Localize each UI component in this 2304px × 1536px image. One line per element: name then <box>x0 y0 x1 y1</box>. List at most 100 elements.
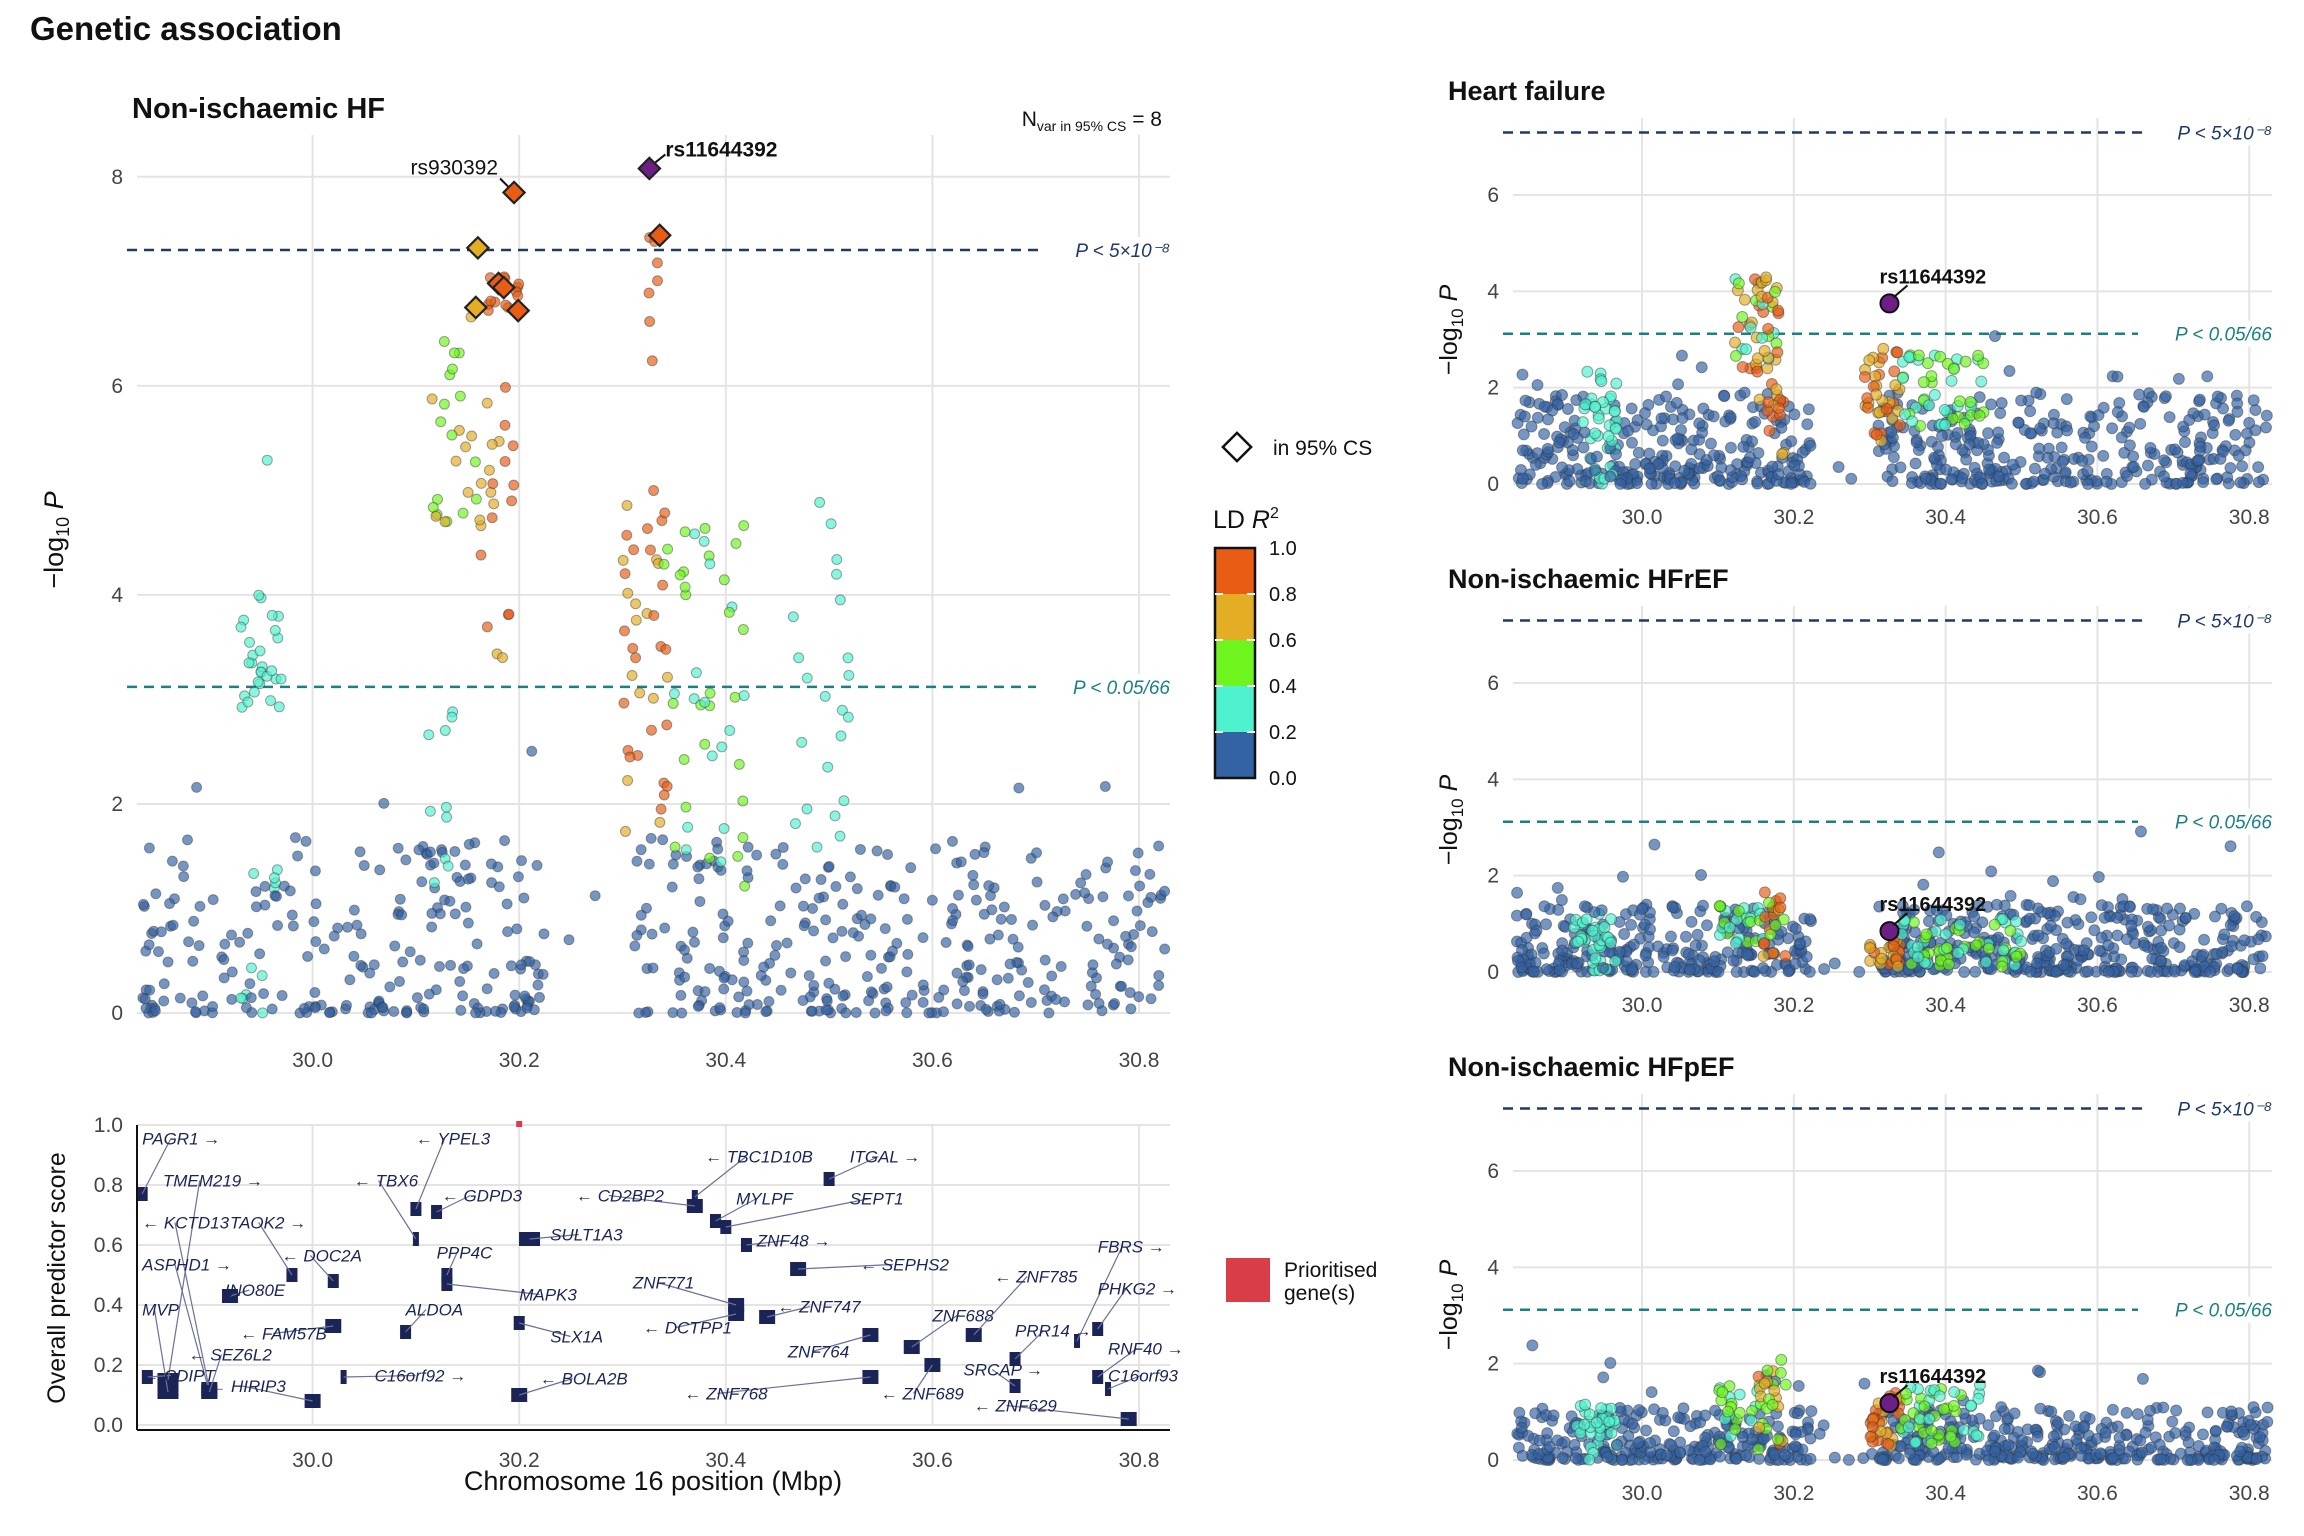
main-variant-point <box>951 967 963 979</box>
main-variant-point <box>531 859 543 871</box>
hf-variant-point <box>2231 405 2244 418</box>
hfpef-variant-point <box>1605 1426 1618 1439</box>
hf-variant-point <box>1556 461 1569 474</box>
hf-variant-point <box>1567 428 1580 441</box>
main-variant-point <box>424 805 436 817</box>
main-variant-point <box>630 598 642 610</box>
hf-variant-point <box>2047 417 2060 430</box>
hf-variant-point <box>2210 473 2223 486</box>
hf-variant-point <box>1578 426 1591 439</box>
main-variant-point <box>646 355 658 367</box>
hfref-variant-point <box>1804 913 1817 926</box>
hf-variant-point <box>2034 422 2047 435</box>
main-variant-point <box>837 898 849 910</box>
main-variant-point <box>446 429 458 441</box>
hf-variant-point <box>2208 419 2221 432</box>
hf-variant-point <box>1785 477 1798 490</box>
gene-leader-line <box>241 1385 313 1402</box>
main-variant-point <box>268 872 280 884</box>
hfpef-variant-point <box>1944 1430 1957 1443</box>
gene-leader-line <box>174 1264 210 1393</box>
main-variant-point <box>923 1007 935 1019</box>
main-variant-point <box>738 976 750 988</box>
hfref-variant-point <box>2188 965 2201 978</box>
main-variant-point <box>235 992 247 1004</box>
main-variant-point <box>342 921 354 933</box>
main-variant-point <box>644 315 656 327</box>
hf-threshold-label-bg <box>2146 119 2272 146</box>
main-variant-point <box>506 495 518 507</box>
hfpef-variant-point <box>1664 1438 1677 1451</box>
main-variant-point <box>937 1006 949 1018</box>
hfref-y-axis-title: −log10 P <box>1435 774 1467 865</box>
main-variant-point <box>256 970 268 982</box>
hfpef-variant-point <box>1645 1386 1658 1399</box>
main-variant-point <box>718 972 730 984</box>
hf-variant-point <box>1982 427 1995 440</box>
main-variant-point <box>819 690 831 702</box>
hfref-variant-point <box>1625 918 1638 931</box>
main-variant-point <box>252 676 264 688</box>
main-secondary-leader <box>499 177 509 188</box>
main-variant-point <box>631 855 643 867</box>
gene-label: ASPHD1 → <box>141 1256 232 1275</box>
hf-variant-point <box>1940 463 1953 476</box>
hfpef-variant-point <box>1583 1453 1596 1466</box>
hf-variant-point <box>2229 428 2242 441</box>
main-variant-point <box>765 915 777 927</box>
main-variant-point <box>882 848 894 860</box>
hfref-variant-point <box>2168 965 2181 978</box>
hf-y-tick-label: 4 <box>1487 280 1499 303</box>
hfref-variant-point <box>2085 911 2098 924</box>
hfref-variant-point <box>2047 875 2060 888</box>
gene-leader-line <box>657 1281 737 1306</box>
main-variant-point <box>1099 781 1111 793</box>
hfref-variant-point <box>1917 878 1930 891</box>
main-threshold-label-bg <box>1044 236 1170 263</box>
hf-variant-point <box>1736 311 1749 324</box>
hfref-threshold-label: P < 0.05/66 <box>2175 813 2272 834</box>
main-variant-point <box>466 430 478 442</box>
hfref-variant-point <box>1609 955 1622 968</box>
main-variant-point <box>273 701 285 713</box>
hf-variant-point <box>1802 403 1815 416</box>
hfpef-variant-point <box>1778 1449 1791 1462</box>
hfref-variant-point <box>2092 871 2105 884</box>
hfref-variant-point <box>1818 962 1831 975</box>
hf-variant-point <box>1614 477 1627 490</box>
hf-variant-point <box>1776 448 1789 461</box>
hf-variant-point <box>2081 465 2094 478</box>
gene-leader-line <box>715 1197 757 1222</box>
main-variant-point <box>688 693 700 705</box>
hfpef-variant-point <box>1656 1406 1669 1419</box>
credible-set-variant <box>491 275 516 300</box>
hf-variant-point <box>1740 343 1753 356</box>
hf-variant-point <box>1516 472 1529 485</box>
gene-leader-line <box>529 1233 579 1240</box>
main-variant-point <box>831 553 843 565</box>
main-variant-point <box>1039 899 1051 911</box>
hfpef-variant-point <box>1805 1405 1818 1418</box>
hfpef-variant-point <box>2234 1445 2247 1458</box>
hf-variant-point <box>1625 436 1638 449</box>
main-variant-point <box>699 986 711 998</box>
main-variant-point <box>641 523 653 535</box>
main-variant-point <box>250 886 262 898</box>
main-variant-point <box>1006 913 1018 925</box>
hfref-variant-point <box>1794 937 1807 950</box>
main-variant-point <box>844 871 856 883</box>
hf-variant-point <box>1938 403 1951 416</box>
ld-colorbar-label: 1.0 <box>1269 538 1297 560</box>
hfpef-variant-point <box>1757 1432 1770 1445</box>
hfref-variant-point <box>1551 881 1564 894</box>
main-variant-point <box>718 822 730 834</box>
hfpef-variant-point <box>1626 1417 1639 1430</box>
gene-leader-line <box>812 1334 871 1353</box>
hf-variant-point <box>2133 388 2146 401</box>
hf-variant-point <box>1652 458 1665 471</box>
hfref-variant-point <box>1664 930 1677 943</box>
gene-body <box>511 1388 528 1402</box>
hf-variant-point <box>1519 394 1532 407</box>
main-variant-point <box>187 955 199 967</box>
hf-variant-point <box>1832 461 1845 474</box>
